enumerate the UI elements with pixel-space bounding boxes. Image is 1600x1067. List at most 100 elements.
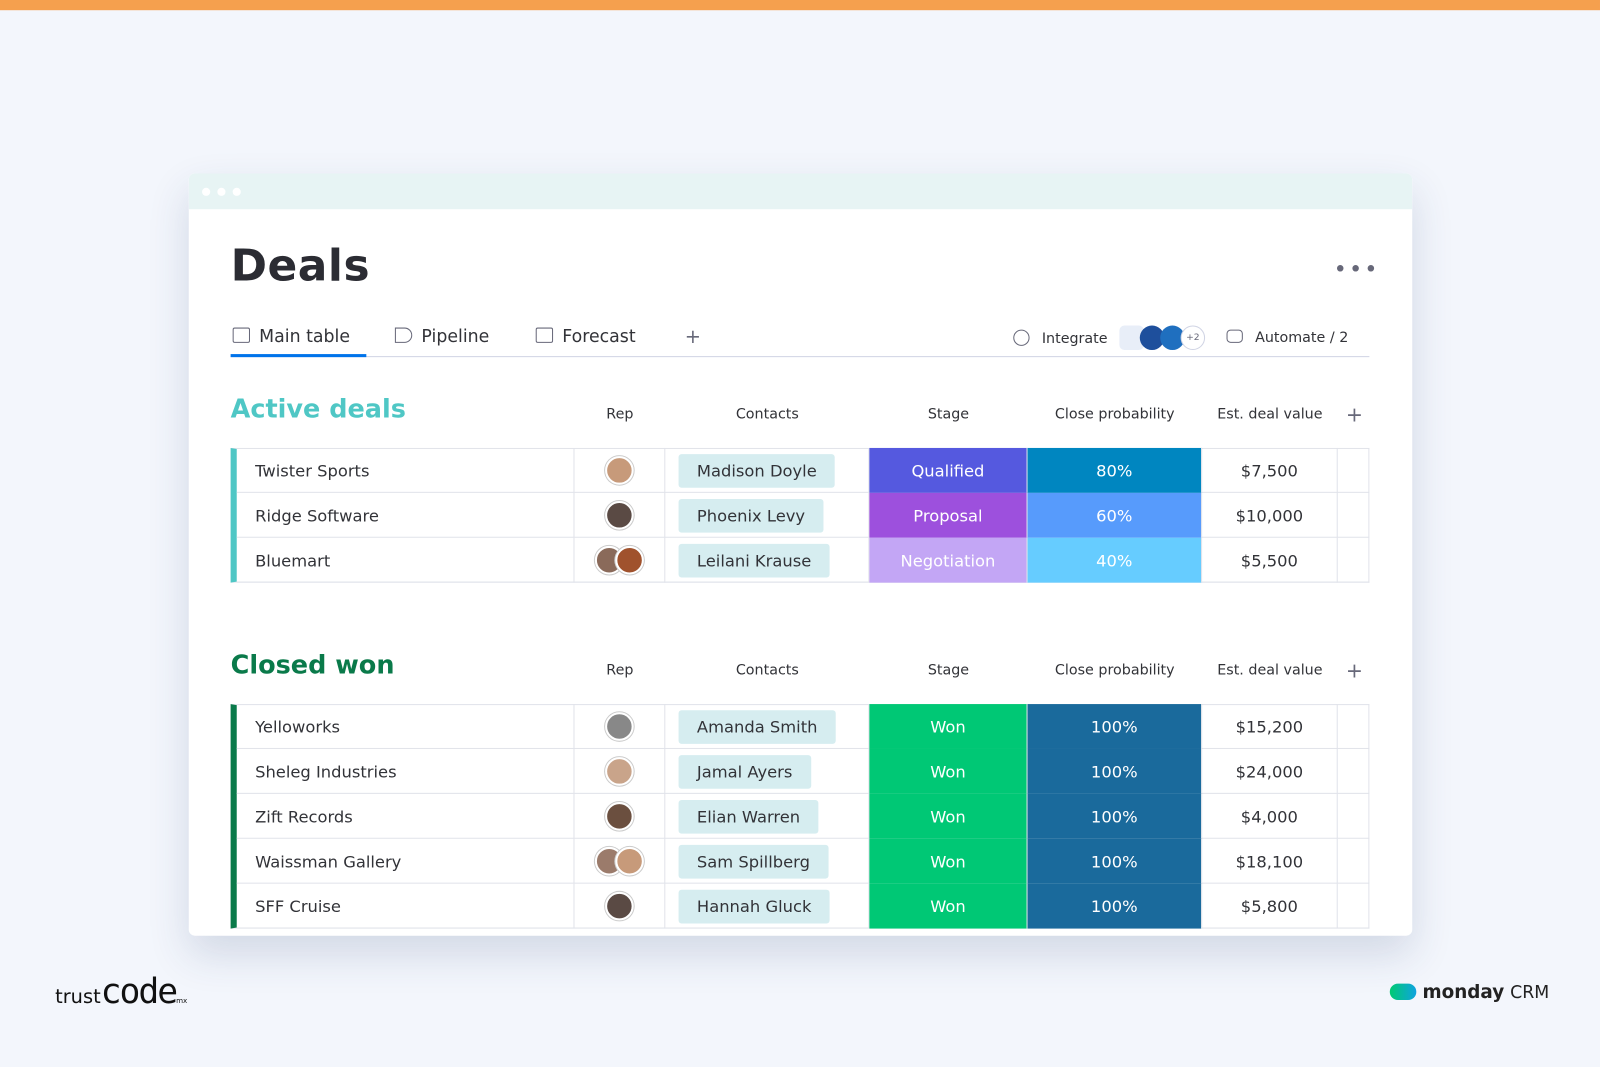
stage-cell[interactable]: Won — [869, 838, 1028, 884]
stage-cell[interactable]: Won — [869, 748, 1028, 794]
logo-text: mx — [176, 996, 188, 1006]
deal-value-cell: $7,500 — [1202, 447, 1338, 493]
column-header: Rep — [606, 406, 634, 423]
logo-text: trust — [55, 985, 101, 1009]
contact-chip[interactable]: Jamal Ayers — [678, 754, 811, 789]
column-header: Rep — [606, 662, 634, 679]
table-row: Zift Records Elian Warren Won 100% $4,000 — [236, 793, 1370, 839]
rep-cell — [574, 793, 666, 839]
integration-icons: +2 — [1119, 325, 1206, 353]
logo-text: code — [100, 971, 178, 1013]
rep-avatar — [605, 456, 634, 485]
contact-chip[interactable]: Hannah Gluck — [678, 889, 830, 923]
tab[interactable]: Pipeline — [394, 326, 490, 347]
rep-cell — [574, 883, 666, 929]
tab-label: Pipeline — [421, 326, 490, 347]
contact-chip[interactable]: Sam Spillberg — [678, 844, 829, 879]
tab-icon — [535, 327, 554, 343]
deal-value-cell: $5,500 — [1202, 537, 1338, 583]
table-row: SFF Cruise Hannah Gluck Won 100% $5,800 — [236, 883, 1370, 929]
window-dot — [202, 187, 211, 196]
tab-label: Forecast — [562, 326, 636, 347]
column-header: Est. deal value — [1217, 662, 1323, 679]
window-bar — [188, 173, 1413, 210]
automate-icon — [1226, 329, 1243, 343]
add-column[interactable]: + — [1345, 658, 1364, 683]
contacts-cell: Sam Spillberg — [665, 838, 870, 884]
stage-cell[interactable]: Qualified — [869, 447, 1028, 493]
rep-cell — [574, 447, 666, 493]
window-dot — [217, 187, 226, 196]
integration-more: +2 — [1180, 325, 1206, 350]
table-row: Waissman Gallery Sam Spillberg Won 100% $18,… — [236, 838, 1370, 884]
stage-cell[interactable]: Won — [869, 704, 1028, 749]
stage-cell[interactable]: Negotiation — [869, 537, 1028, 583]
rep-avatar — [605, 712, 634, 741]
automate-label: Automate / 2 — [1255, 329, 1349, 346]
contacts-cell: Phoenix Levy — [665, 492, 870, 538]
app-window: Deals ••• Main table Pipeline Forecast +… — [188, 173, 1413, 936]
tab-icon — [232, 327, 250, 343]
rep-cell — [574, 704, 666, 749]
monday-logo: monday CRM — [1389, 981, 1549, 1004]
probability-cell: 100% — [1027, 748, 1203, 794]
tab-divider — [230, 356, 1370, 358]
deal-name: Waissman Gallery — [237, 838, 575, 884]
add-tab[interactable]: + — [684, 325, 701, 348]
table-row: Ridge Software Phoenix Levy Proposal 60% $10… — [236, 492, 1370, 538]
deal-name: SFF Cruise — [237, 883, 575, 929]
rep-avatar — [605, 501, 634, 530]
table-row: Sheleg Industries Jamal Ayers Won 100% $24,0… — [236, 748, 1370, 794]
stage-cell[interactable]: Proposal — [869, 492, 1028, 538]
probability-cell: 100% — [1027, 838, 1203, 884]
integration-icon — [1160, 325, 1185, 350]
active-tab-indicator — [230, 354, 367, 358]
logo-text: monday — [1422, 981, 1505, 1004]
table-row: Yelloworks Amanda Smith Won 100% $15,200 — [236, 704, 1370, 749]
rep-avatar — [615, 545, 644, 575]
deal-name: Ridge Software — [237, 492, 575, 538]
board-title: Deals — [230, 240, 371, 292]
table-row: Twister Sports Madison Doyle Qualified 80% $… — [236, 447, 1370, 493]
stage-cell[interactable]: Won — [869, 793, 1028, 839]
tab[interactable]: Forecast — [535, 326, 636, 347]
probability-cell: 100% — [1027, 883, 1203, 929]
column-header: Close probability — [1054, 662, 1175, 679]
group-table: Yelloworks Amanda Smith Won 100% $15,200 Shel… — [230, 704, 1370, 929]
contact-chip[interactable]: Madison Doyle — [678, 453, 836, 488]
contacts-cell: Elian Warren — [665, 793, 870, 839]
rep-avatar — [605, 891, 634, 921]
logo-mark — [1389, 983, 1417, 1000]
deal-value-cell: $24,000 — [1202, 748, 1338, 794]
rep-cell — [574, 748, 666, 794]
group-table: Twister Sports Madison Doyle Qualified 80% $… — [230, 447, 1370, 583]
deal-name: Sheleg Industries — [237, 748, 575, 794]
integration-icon — [1119, 325, 1144, 350]
trustcode-logo: trustcodemx — [55, 971, 187, 1012]
contacts-cell: Leilani Krause — [665, 537, 870, 583]
probability-cell: 60% — [1027, 492, 1203, 538]
add-column[interactable]: + — [1345, 402, 1364, 427]
contacts-cell: Hannah Gluck — [665, 883, 870, 929]
rep-cell — [574, 537, 666, 583]
column-header: Close probability — [1054, 406, 1175, 423]
rep-cell — [574, 838, 666, 884]
automate-button[interactable]: Automate / 2 — [1226, 329, 1349, 346]
group-title: Active deals — [230, 393, 406, 424]
contact-chip[interactable]: Phoenix Levy — [678, 498, 824, 533]
deal-value-cell: $5,800 — [1202, 883, 1338, 929]
more-menu[interactable]: ••• — [1333, 257, 1380, 283]
integrate-button[interactable]: Integrate — [1013, 329, 1108, 347]
contact-chip[interactable]: Elian Warren — [678, 799, 819, 834]
contact-chip[interactable]: Amanda Smith — [678, 709, 836, 744]
tab[interactable]: Main table — [232, 326, 351, 347]
deal-value-cell: $18,100 — [1202, 838, 1338, 884]
tab-label: Main table — [259, 326, 351, 347]
rep-avatar — [605, 757, 634, 786]
column-header: Est. deal value — [1217, 406, 1323, 423]
top-bar — [0, 0, 1600, 11]
stage-cell[interactable]: Won — [869, 883, 1028, 929]
table-row: Bluemart Leilani Krause Negotiation 40% $5,5… — [236, 537, 1370, 583]
contact-chip[interactable]: Leilani Krause — [678, 543, 830, 578]
